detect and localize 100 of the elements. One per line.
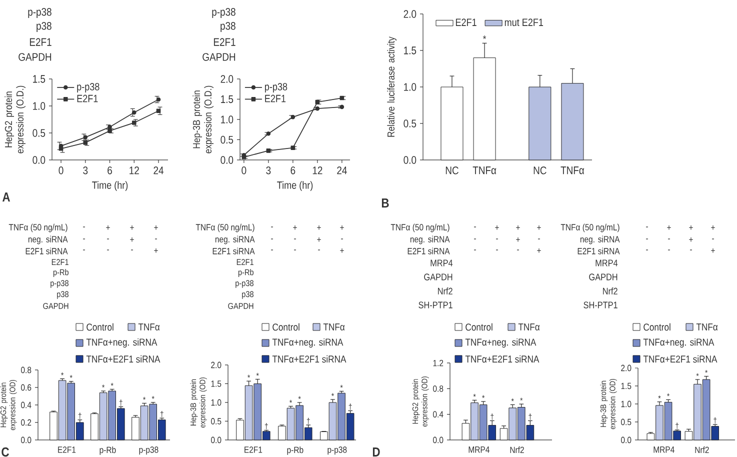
legend-label: TNFα+neg. siRNA [86, 338, 158, 348]
data-label: * [511, 398, 514, 402]
data-label: † [348, 404, 352, 410]
text: A [2, 192, 10, 202]
data-label: * [658, 396, 661, 398]
text: B [382, 198, 389, 208]
x-tick-label: 24 [154, 166, 164, 174]
text: - [271, 238, 273, 240]
data-label: † [78, 412, 82, 420]
data-label: † [714, 417, 717, 424]
x-tick-label: p-p38 [139, 446, 158, 455]
text: + [711, 248, 715, 253]
data-label: * [110, 382, 114, 386]
text: + [340, 225, 344, 230]
data-label: * [61, 372, 64, 376]
legend-label: E2F1 [77, 94, 98, 102]
x-tick-label: E2F1 [244, 446, 262, 453]
text: D [372, 448, 380, 456]
legend-label: mut E2F1 [504, 18, 544, 26]
x-tick-label: p-Rb [100, 446, 116, 455]
y-tick-label: 1.2 [433, 360, 444, 366]
text: + [106, 225, 110, 230]
y-tick-label: 0.4 [433, 411, 444, 418]
text: E2F1 [30, 38, 52, 46]
y-tick-label: 1.5 [33, 75, 46, 83]
legend-label: TNFα [138, 324, 160, 330]
text: - [712, 238, 714, 240]
x-tick-label: 24 [337, 166, 347, 174]
text: - [294, 238, 296, 240]
x-tick-label: NC [446, 166, 458, 174]
text: TNFα (50 ng/mL) [560, 224, 620, 232]
x-tick-label: TNFα [472, 166, 496, 174]
text: + [495, 225, 499, 230]
y-axis-title: HepG2 protein expression (OD) [0, 380, 17, 430]
text: TNFα (50 ng/mL) [390, 224, 450, 232]
text: p-p38 [212, 8, 236, 18]
text: p-Rb [238, 269, 254, 277]
text: - [271, 226, 273, 228]
x-tick-label: 3 [266, 166, 271, 174]
y-tick-label: 0.5 [404, 120, 416, 128]
legend-label: E2F1 [265, 94, 286, 102]
y-tick-label: 0.0 [404, 156, 416, 164]
text: p-Rb [53, 269, 69, 277]
y-tick-label: 0.0 [433, 436, 444, 444]
y-tick-label: 1.5 [621, 382, 632, 390]
text: - [646, 238, 648, 240]
data-label: * [70, 375, 72, 378]
y-tick-label: 1.5 [211, 380, 222, 387]
y-tick-label: 0.5 [211, 418, 222, 424]
legend-label: TNFα+E2F1 siRNA [643, 355, 718, 363]
text: p38 [220, 22, 236, 32]
legend-label: Control [272, 323, 300, 331]
text: - [496, 238, 498, 240]
text: + [711, 225, 715, 230]
text: + [154, 248, 158, 253]
text: E2F1 siRNA [212, 248, 255, 254]
data-label: * [102, 384, 105, 388]
y-tick-label: 0.0 [220, 156, 234, 164]
text: E2F1 siRNA [26, 248, 68, 254]
text: + [689, 225, 693, 230]
data-label: * [667, 393, 670, 396]
y-tick-label: 2.0 [621, 364, 632, 372]
text: GAPDH [424, 274, 452, 280]
y-tick-label: 1.0 [221, 116, 234, 124]
legend-label: TNFα [696, 324, 718, 330]
y-tick-label: 0.8 [21, 366, 32, 374]
text: p38 [57, 291, 68, 299]
data-label: † [264, 423, 268, 430]
y-tick-label: 0.5 [621, 418, 632, 426]
text: E2F1 [52, 259, 68, 265]
text: - [668, 238, 670, 240]
legend-label: TNFα [323, 324, 345, 330]
text: + [317, 237, 321, 242]
text: + [516, 237, 520, 242]
data-label: † [119, 400, 122, 406]
x-tick-label: 0 [242, 166, 246, 174]
legend-label: Control [644, 323, 670, 331]
legend-label: TNFα+E2F1 siRNA [465, 355, 540, 363]
text: p38 [242, 291, 254, 299]
x-tick-label: p-Rb [287, 446, 304, 455]
text: Nrf2 [438, 288, 452, 294]
data-label: † [306, 418, 310, 424]
text: - [83, 226, 85, 228]
legend-label: TNFα+neg. siRNA [643, 338, 714, 348]
y-tick-label: 1.0 [621, 400, 632, 408]
data-label: † [160, 410, 164, 418]
text: + [130, 225, 134, 230]
text: C [2, 447, 9, 457]
y-tick-label: 0.2 [21, 419, 32, 426]
text: - [474, 226, 476, 228]
legend-label: Control [466, 323, 492, 331]
text: p-p38 [50, 280, 68, 288]
text: E2F1 [214, 38, 236, 46]
legend-label: TNFα+neg. siRNA [465, 338, 536, 348]
y-tick-label: 0.5 [32, 129, 46, 137]
x-tick-label: 0 [58, 166, 64, 174]
y-tick-label: 0.5 [220, 136, 234, 144]
text: p-p38 [236, 280, 254, 288]
x-tick-label: E2F1 [58, 446, 76, 453]
x-tick-label: TNFα [560, 166, 584, 174]
